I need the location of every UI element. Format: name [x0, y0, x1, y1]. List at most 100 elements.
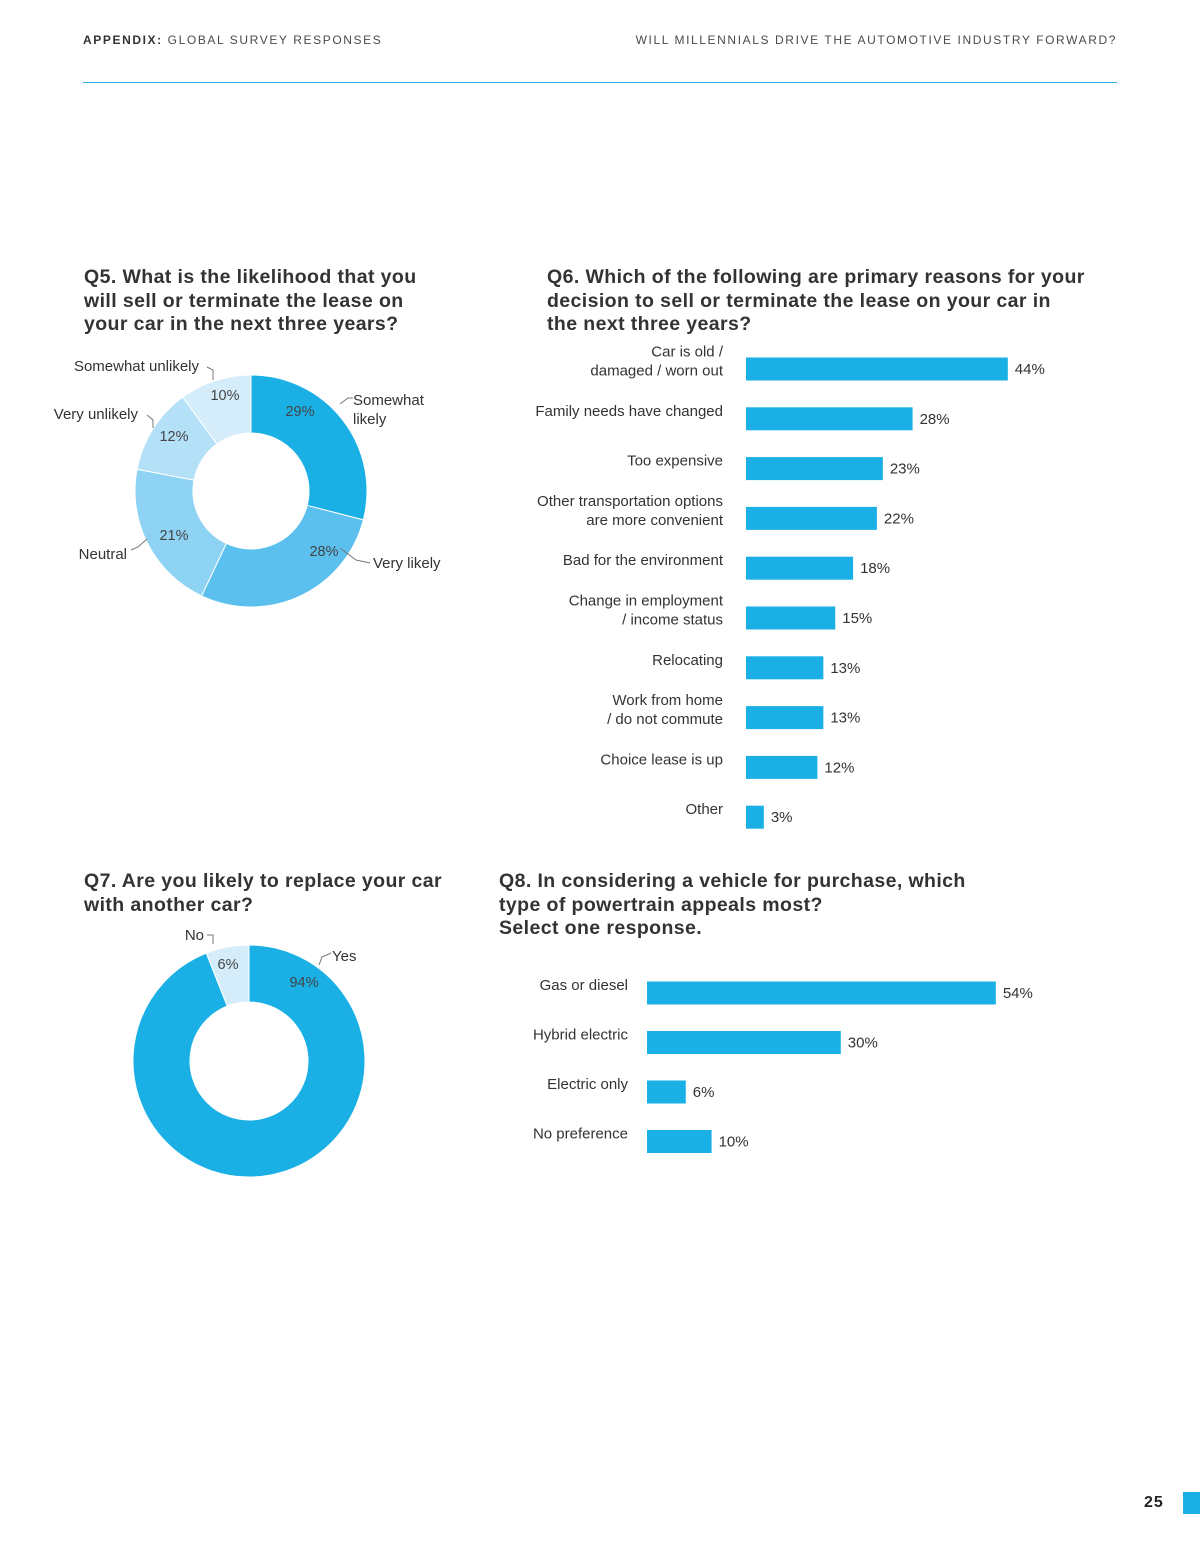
q8-title: Q8. In considering a vehicle for purchas…	[499, 870, 966, 941]
leader-line	[146, 414, 154, 428]
bar	[746, 357, 1008, 381]
bar-value-label: 13%	[830, 660, 860, 677]
bar-category-label: Hybrid electric	[533, 1027, 629, 1044]
bar-value-label: 30%	[848, 1035, 878, 1052]
q8-title-line: Select one response.	[499, 917, 703, 939]
slice-value-label: 12%	[159, 429, 188, 445]
bar-category-label: Gas or diesel	[540, 977, 628, 994]
bar	[746, 656, 824, 680]
bar-value-label: 3%	[771, 809, 793, 826]
slice-value-label: 21%	[159, 528, 188, 544]
leader-line	[339, 547, 371, 564]
bar-value-label: 18%	[860, 560, 890, 577]
slice-value-label: 28%	[309, 544, 338, 560]
bar	[746, 755, 818, 779]
bar	[746, 556, 854, 580]
donut-slice	[134, 468, 227, 597]
bar	[647, 1031, 841, 1054]
slice-category-label: Somewhat unlikely	[74, 358, 200, 375]
page-marker	[1183, 1492, 1200, 1514]
q5-title: Q5. What is the likelihood that you will…	[84, 266, 417, 337]
bar-category-label: Change in employment	[569, 593, 724, 610]
leader-line	[318, 952, 332, 966]
q6-title: Q6. Which of the following are primary r…	[547, 266, 1085, 337]
donut-slice	[182, 374, 252, 445]
q5-title-line: will sell or terminate the lease on	[84, 289, 404, 312]
q6-title-line: the next three years?	[547, 313, 752, 335]
bar-category-label: No preference	[533, 1126, 628, 1143]
slice-category-label: Yes	[332, 948, 356, 965]
bar-category-label: Other transportation options	[537, 493, 723, 510]
q7-title-line: Q7. Are you likely to replace your car	[84, 870, 443, 892]
leader-line	[339, 397, 353, 405]
bar-category-label: / do not commute	[607, 711, 723, 728]
q6-title-line: decision to sell or terminate the lease …	[547, 289, 1051, 312]
bar-category-label: Family needs have changed	[535, 403, 723, 420]
q8-title-line: Q8. In considering a vehicle for purchas…	[499, 870, 966, 892]
q6-title-line: Q6. Which of the following are primary r…	[547, 266, 1085, 288]
slice-category-label: Somewhat	[353, 392, 425, 409]
header-appendix: APPENDIX:	[83, 33, 163, 47]
bar-category-label: are more convenient	[586, 512, 724, 529]
bar-value-label: 22%	[884, 510, 914, 527]
q7-donut-chart: 94% Yes 6% No	[132, 927, 366, 1178]
bar	[647, 1080, 686, 1104]
slice-category-label: Very likely	[373, 555, 441, 572]
slice-value-label: 94%	[289, 975, 318, 991]
donut-slice	[132, 944, 366, 1178]
bar-value-label: 15%	[842, 610, 872, 627]
bar-category-label: Choice lease is up	[600, 751, 723, 768]
leader-line	[206, 366, 214, 380]
slice-value-label: 29%	[285, 404, 314, 420]
q5-donut-chart: 29% Somewhat likely 28% Very likely 21% Neutra…	[54, 358, 441, 608]
header-rule	[83, 82, 1117, 83]
donut-slice	[250, 374, 368, 521]
slice-category-label: Very unlikely	[54, 406, 139, 423]
bar-value-label: 10%	[719, 1134, 749, 1151]
q5-title-line: Q5. What is the likelihood that you	[84, 266, 417, 288]
leader-line	[207, 934, 214, 944]
bar-category-label: damaged / worn out	[590, 363, 723, 380]
leader-line	[130, 538, 148, 551]
bar-value-label: 28%	[920, 411, 950, 428]
bar	[647, 1130, 712, 1153]
bar-category-label: / income status	[622, 612, 723, 629]
header-right: WILL MILLENNIALS DRIVE THE AUTOMOTIVE IN…	[635, 33, 1117, 47]
bar	[746, 457, 883, 481]
bar	[746, 706, 824, 730]
q8-title-line: type of powertrain appeals most?	[499, 893, 823, 916]
bar-value-label: 54%	[1003, 985, 1033, 1002]
bar	[746, 407, 913, 431]
bar-category-label: Bad for the environment	[563, 552, 724, 569]
bar	[746, 805, 764, 829]
bar-category-label: Relocating	[652, 652, 723, 669]
slice-value-label: 6%	[218, 957, 239, 973]
bar-category-label: Car is old /	[651, 344, 724, 361]
slice-value-label: 10%	[210, 388, 239, 404]
bar-value-label: 13%	[830, 710, 860, 727]
bar-category-label: Work from home	[612, 692, 723, 709]
bar	[746, 606, 836, 630]
bar-value-label: 44%	[1015, 361, 1045, 378]
slice-category-label: likely	[353, 411, 387, 428]
bar-category-label: Too expensive	[627, 453, 723, 470]
donut-slice	[200, 504, 364, 608]
q5-title-line: your car in the next three years?	[84, 313, 399, 335]
bar	[647, 981, 996, 1005]
slice-category-label: No	[185, 927, 204, 944]
bar	[746, 506, 877, 530]
bar-value-label: 12%	[824, 759, 854, 776]
bar-category-label: Electric only	[547, 1076, 628, 1093]
page-number: 25	[1144, 1494, 1164, 1511]
bar-value-label: 23%	[890, 461, 920, 478]
bar-category-label: Other	[685, 801, 723, 818]
q6-bar-chart: 44% Car is old / damaged / worn out 28% Fami…	[535, 344, 1045, 829]
bar-value-label: 6%	[693, 1084, 715, 1101]
header-left: APPENDIX: GLOBAL SURVEY RESPONSES	[83, 33, 382, 47]
header-section: GLOBAL SURVEY RESPONSES	[162, 33, 383, 47]
q7-title: Q7. Are you likely to replace your car w…	[84, 870, 442, 917]
q8-bar-chart: 54% Gas or diesel 30% Hybrid electric 6% Elec…	[533, 977, 1033, 1153]
q7-title-line: with another car?	[84, 893, 254, 916]
donut-slice	[205, 944, 250, 1007]
